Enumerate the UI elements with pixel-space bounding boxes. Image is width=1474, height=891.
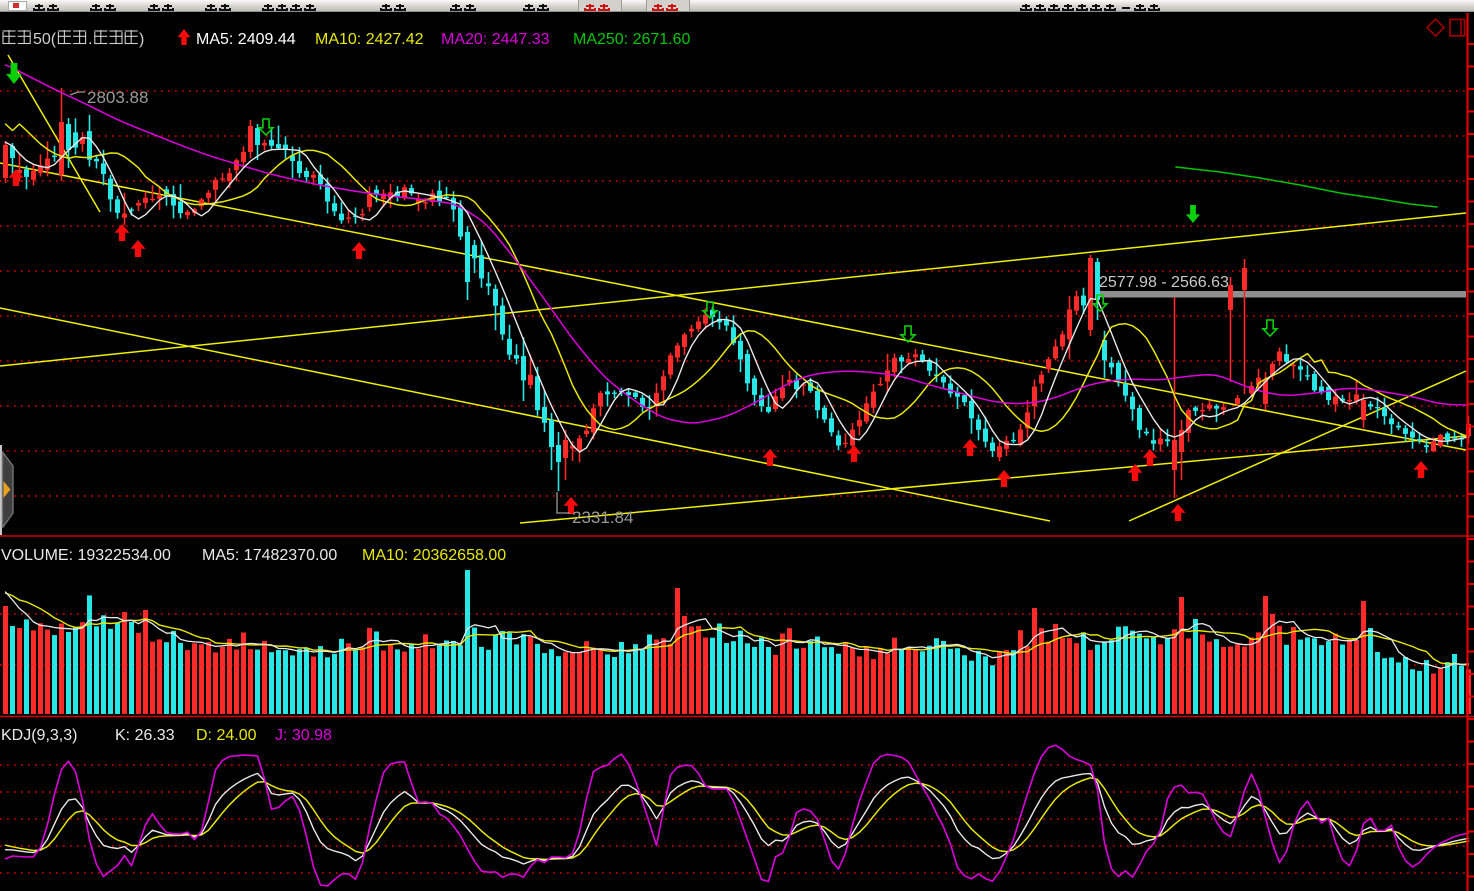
svg-text:K: 26.33: K: 26.33	[115, 727, 175, 744]
svg-text:MA5: 2409.44: MA5: 2409.44	[196, 31, 296, 48]
svg-text:MA10: 2427.42: MA10: 2427.42	[315, 31, 424, 48]
svg-text:MA10: 20362658.00: MA10: 20362658.00	[362, 547, 506, 564]
svg-text:VOLUME: 19322534.00: VOLUME: 19322534.00	[1, 547, 171, 564]
svg-text:KDJ(9,3,3): KDJ(9,3,3)	[1, 727, 77, 744]
svg-text:MA5: 17482370.00: MA5: 17482370.00	[202, 547, 337, 564]
svg-text:): )	[139, 31, 144, 48]
svg-text:.: .	[88, 31, 92, 48]
svg-text:2803.88: 2803.88	[87, 88, 148, 107]
svg-text:2331.84: 2331.84	[572, 508, 633, 527]
svg-text:MA20: 2447.33: MA20: 2447.33	[441, 31, 550, 48]
svg-text:MA250: 2671.60: MA250: 2671.60	[573, 31, 691, 48]
svg-text:50(: 50(	[33, 31, 57, 48]
svg-text:D: 24.00: D: 24.00	[196, 727, 257, 744]
svg-text:2577.98 - 2566.63: 2577.98 - 2566.63	[1099, 274, 1229, 291]
svg-text:J: 30.98: J: 30.98	[275, 727, 332, 744]
